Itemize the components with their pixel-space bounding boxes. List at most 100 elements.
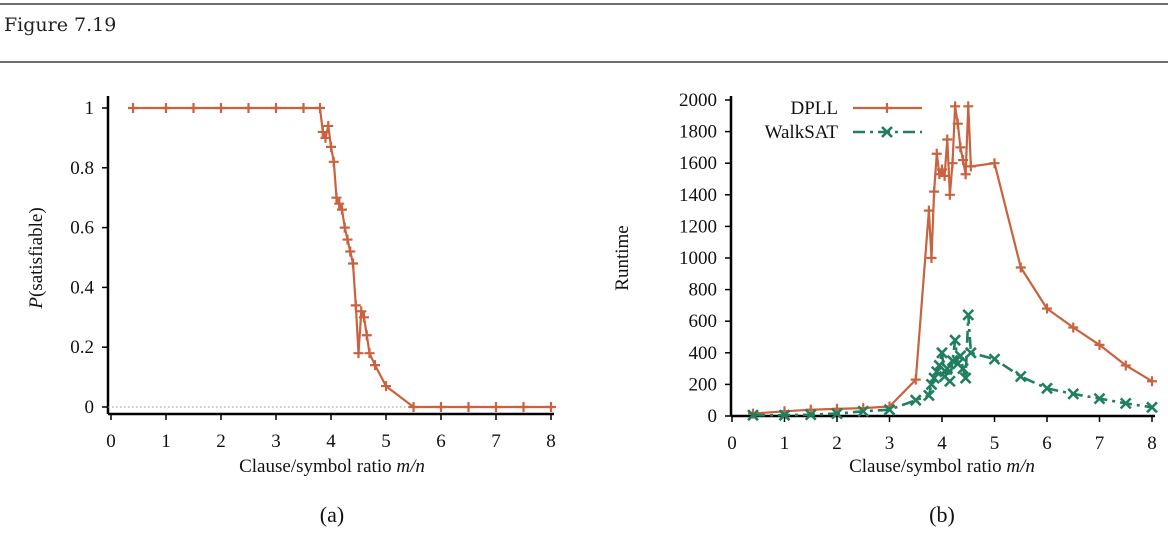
panel-label: (a) [320, 502, 344, 527]
y-tick-label: 800 [689, 280, 718, 301]
data-point-walksat [1014, 370, 1027, 383]
data-point-p-satisfiable- [161, 103, 171, 113]
data-point-dpll [942, 134, 953, 145]
data-point-walksat [922, 389, 935, 402]
data-point-walksat [1067, 387, 1080, 400]
data-point-dpll [1068, 322, 1079, 333]
data-point-dpll [960, 169, 971, 180]
y-axis-label: P(satisfiable) [26, 207, 47, 309]
data-point-walksat [954, 350, 967, 362]
x-tick-label: 5 [990, 433, 1000, 454]
y-tick-label: 1200 [679, 216, 717, 237]
x-tick-label: 8 [546, 431, 556, 452]
y-tick-label: 2000 [679, 90, 717, 111]
data-point-p-satisfiable- [298, 103, 309, 113]
data-point-walksat [936, 346, 948, 359]
data-point-p-satisfiable- [491, 402, 501, 412]
bottom-rule [0, 61, 1168, 63]
data-point-dpll [1147, 376, 1157, 387]
x-tick-label: 2 [216, 431, 226, 452]
data-point-dpll [950, 101, 961, 112]
data-point-dpll [1120, 360, 1131, 371]
data-point-p-satisfiable- [348, 258, 358, 269]
data-point-dpll [910, 374, 921, 385]
x-tick-label: 0 [727, 433, 737, 454]
data-point-walksat [1146, 401, 1158, 414]
y-tick-label: 0 [708, 406, 718, 427]
chart-a: 0 1 2 3 4 5 6 7 8 0 0.2 0.4 0.6 0.8 1 Clause/symbol rat… [26, 96, 556, 527]
data-point-walksat [925, 378, 938, 391]
data-point-p-satisfiable- [381, 381, 391, 392]
x-tick-label: 8 [1147, 433, 1157, 454]
data-point-walksat [962, 308, 975, 321]
x-axis-label: Clause/symbol ratio m/n [239, 456, 425, 477]
data-point-dpll [1094, 339, 1105, 350]
x-tick-label: 4 [937, 433, 947, 454]
data-point-p-satisfiable- [128, 103, 138, 113]
data-point-dpll [923, 205, 934, 216]
data-point-walksat [988, 353, 1001, 366]
x-tick-label: 6 [1042, 433, 1052, 454]
data-point-walksat [857, 405, 870, 418]
data-point-walksat [928, 372, 941, 384]
data-point-dpll [939, 170, 950, 181]
data-point-p-satisfiable- [216, 103, 226, 113]
data-point-p-satisfiable- [323, 120, 334, 131]
x-tick-label: 4 [326, 431, 336, 452]
x-tick-label: 6 [436, 431, 446, 452]
data-point-dpll [931, 148, 942, 159]
data-point-dpll [937, 164, 947, 175]
data-point-walksat [1093, 392, 1106, 405]
data-point-dpll [989, 158, 1000, 169]
data-point-p-satisfiable- [345, 246, 356, 257]
x-tick-label: 1 [780, 433, 790, 454]
data-point-p-satisfiable- [436, 402, 446, 412]
data-point-walksat [959, 372, 972, 384]
data-point-walksat [778, 409, 791, 422]
data-point-walksat [933, 359, 946, 372]
figure-title: Figure 7.19 [4, 14, 117, 36]
data-point-walksat [883, 403, 896, 416]
data-point-walksat [941, 362, 954, 375]
data-point-p-satisfiable- [315, 103, 325, 113]
y-tick-label: 400 [689, 343, 718, 364]
x-tick-label: 7 [1095, 433, 1105, 454]
data-point-walksat [804, 408, 817, 421]
x-tick-label: 3 [271, 431, 281, 452]
y-tick-label: 1800 [679, 122, 717, 143]
y-tick-label: 1400 [679, 185, 717, 206]
x-tick-label: 2 [832, 433, 842, 454]
data-point-walksat [1041, 382, 1053, 395]
legend-marker-dpll [882, 103, 892, 113]
data-point-p-satisfiable- [518, 402, 529, 412]
data-point-dpll [944, 189, 955, 200]
data-point-p-satisfiable- [353, 348, 364, 359]
data-point-p-satisfiable- [342, 234, 353, 245]
data-point-p-satisfiable- [337, 204, 347, 215]
y-axis-label: Runtime [612, 225, 633, 290]
data-point-dpll [952, 118, 963, 129]
x-axis-label: Clause/symbol ratio m/n [849, 456, 1035, 477]
x-tick-label: 7 [491, 431, 501, 452]
x-tick-label: 1 [161, 431, 171, 452]
data-point-walksat [747, 409, 759, 422]
data-point-p-satisfiable- [364, 348, 375, 359]
x-tick-label: 3 [885, 433, 895, 454]
data-point-p-satisfiable- [334, 198, 345, 209]
data-point-p-satisfiable- [408, 402, 419, 412]
series-line-p-satisfiable- [133, 106, 551, 409]
y-tick-label: 1600 [679, 153, 717, 174]
legend-label-walksat: WalkSAT [765, 122, 839, 143]
data-point-p-satisfiable- [463, 402, 474, 412]
data-point-dpll [1015, 262, 1026, 273]
y-tick-label: 600 [689, 311, 718, 332]
y-tick-label: 0.2 [70, 337, 94, 358]
data-point-walksat [964, 346, 977, 359]
data-point-walksat [909, 394, 922, 407]
x-tick-label: 5 [381, 431, 391, 452]
y-tick-label: 0.4 [70, 277, 94, 298]
data-point-walksat [949, 334, 962, 347]
legend-label-dpll: DPLL [791, 98, 839, 119]
data-point-p-satisfiable- [317, 126, 328, 137]
